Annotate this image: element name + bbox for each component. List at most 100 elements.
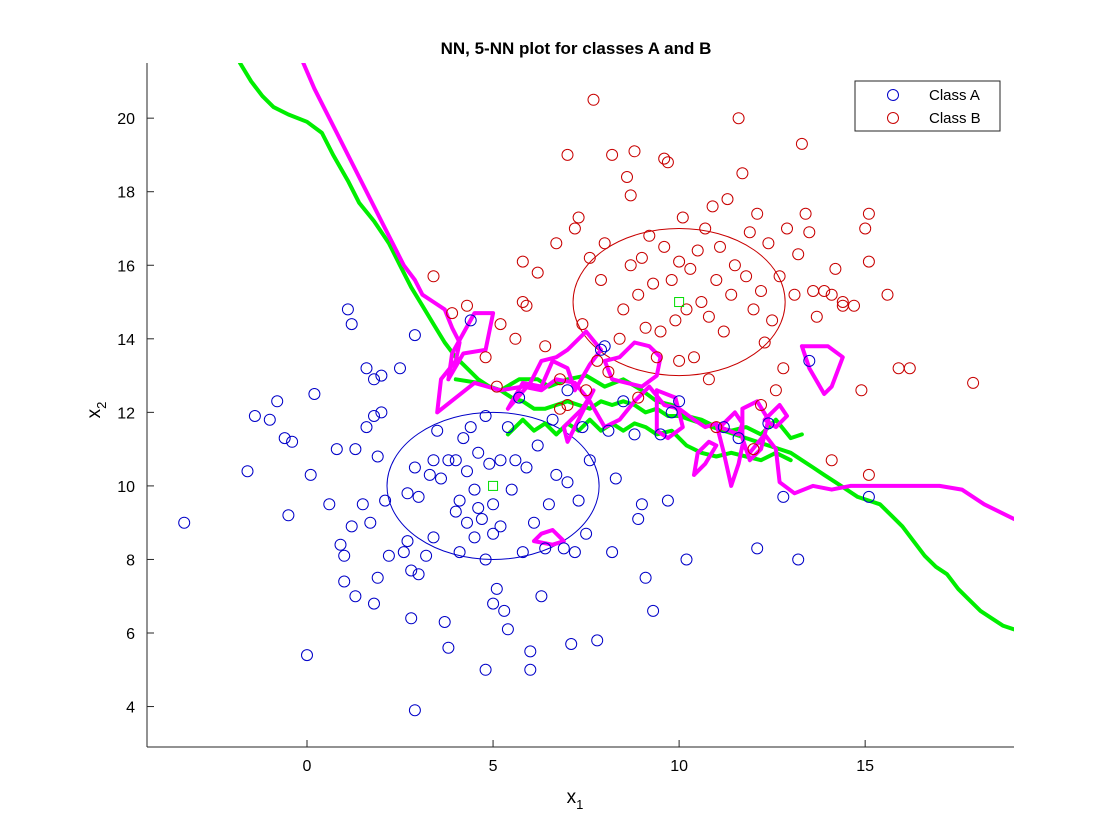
class-a-point — [382, 549, 395, 562]
knn-boundary-segment-3 — [505, 329, 603, 411]
class-b-point — [855, 384, 868, 397]
class-b-point — [825, 454, 838, 467]
class-a-point — [356, 498, 369, 511]
class-a-point — [501, 421, 514, 434]
legend-marker-class-b — [887, 112, 899, 124]
class-a-point — [304, 468, 317, 481]
class-b-point — [550, 237, 563, 250]
class-b-point — [665, 274, 678, 286]
y-tick-label: 18 — [117, 185, 135, 202]
class-b-point — [859, 222, 872, 235]
class-a-point — [472, 446, 485, 459]
class-a-point — [405, 564, 418, 577]
class-a-point — [368, 597, 380, 610]
class-b-point — [624, 259, 637, 272]
class-b-point — [654, 325, 667, 338]
class-a-point — [401, 535, 414, 548]
class-a-point — [442, 454, 455, 467]
knn-boundary-segment-11 — [532, 528, 566, 547]
knn-boundary-segment-2 — [446, 311, 496, 382]
y-tick-label: 16 — [117, 258, 135, 275]
class-a-point — [792, 553, 805, 566]
class-b-point — [714, 240, 726, 253]
points-layer — [178, 93, 980, 717]
class-a-point — [505, 483, 518, 496]
y-tick-label: 8 — [126, 552, 135, 569]
class-b-point — [862, 255, 875, 268]
class-b-point — [691, 244, 704, 257]
class-b-point — [751, 207, 764, 220]
class-a-point — [248, 410, 261, 422]
class-a-point — [364, 516, 377, 529]
class-a-point — [178, 516, 191, 529]
class-a-point — [375, 369, 388, 382]
knn-boundary-segment-5 — [561, 388, 596, 444]
class-a-point — [520, 461, 533, 474]
class-b-point — [818, 285, 831, 297]
class-a-point — [751, 542, 764, 555]
class-a-point — [435, 472, 447, 485]
knn-boundary-segment-12 — [692, 439, 719, 477]
class-b-point — [903, 362, 916, 375]
class-a-point — [513, 391, 526, 404]
class-b-point — [427, 270, 440, 283]
class-a-point — [286, 435, 299, 448]
class-b-point — [624, 189, 637, 202]
class-a-point — [509, 454, 522, 467]
class-b-point — [788, 288, 801, 301]
class-b-point — [799, 207, 812, 220]
class-a-point — [494, 454, 507, 467]
class-a-point — [408, 461, 421, 474]
class-a-point — [375, 406, 388, 419]
class-a-point — [334, 538, 347, 551]
class-a-point — [580, 527, 593, 540]
class-a-point — [535, 590, 548, 603]
class-b-point — [673, 255, 686, 268]
class-a-point — [487, 597, 500, 610]
class-b-point — [676, 211, 689, 224]
class-a-point — [301, 649, 313, 662]
class-b-point — [669, 314, 682, 327]
class-b-point — [792, 248, 805, 261]
class-a-point — [661, 494, 674, 507]
class-b-point — [766, 314, 779, 327]
class-b-point — [743, 226, 756, 239]
y-axis-label: x2 — [84, 402, 109, 419]
class-a-point — [617, 395, 630, 408]
y-tick-label: 4 — [126, 700, 135, 717]
mean-marker-2 — [674, 297, 685, 308]
class-a-point — [405, 612, 418, 625]
class-b-point — [702, 373, 715, 386]
class-a-point — [862, 490, 875, 503]
class-b-point — [650, 351, 663, 364]
x-tick-label: 15 — [856, 758, 874, 775]
class-a-point — [583, 454, 596, 467]
class-b-point — [725, 288, 738, 301]
class-a-point — [591, 634, 604, 647]
class-b-point — [755, 285, 767, 297]
class-a-point — [401, 487, 414, 500]
y-ticks: 4 6 8 10 12 14 16 18 20 — [117, 111, 154, 717]
class-a-point — [341, 303, 354, 316]
class-a-point — [479, 663, 492, 676]
class-a-point — [427, 531, 440, 544]
class-a-point — [501, 623, 514, 636]
class-a-point — [498, 604, 511, 617]
knn-boundary-segment-6 — [654, 388, 685, 441]
class-a-point — [453, 494, 466, 507]
x-axis-label: x1 — [567, 787, 584, 812]
class-b-point — [810, 310, 823, 323]
class-a-point — [606, 546, 619, 559]
class-a-point — [468, 483, 481, 496]
class-b-point — [587, 93, 600, 106]
class-b-point — [621, 171, 633, 183]
class-b-point — [755, 399, 767, 411]
class-b-point — [684, 262, 697, 275]
y-tick-label: 12 — [117, 405, 135, 422]
class-b-point — [728, 259, 741, 272]
class-a-point — [360, 362, 373, 375]
class-b-point — [769, 384, 782, 397]
class-a-point — [394, 362, 406, 375]
class-b-point — [862, 468, 875, 481]
